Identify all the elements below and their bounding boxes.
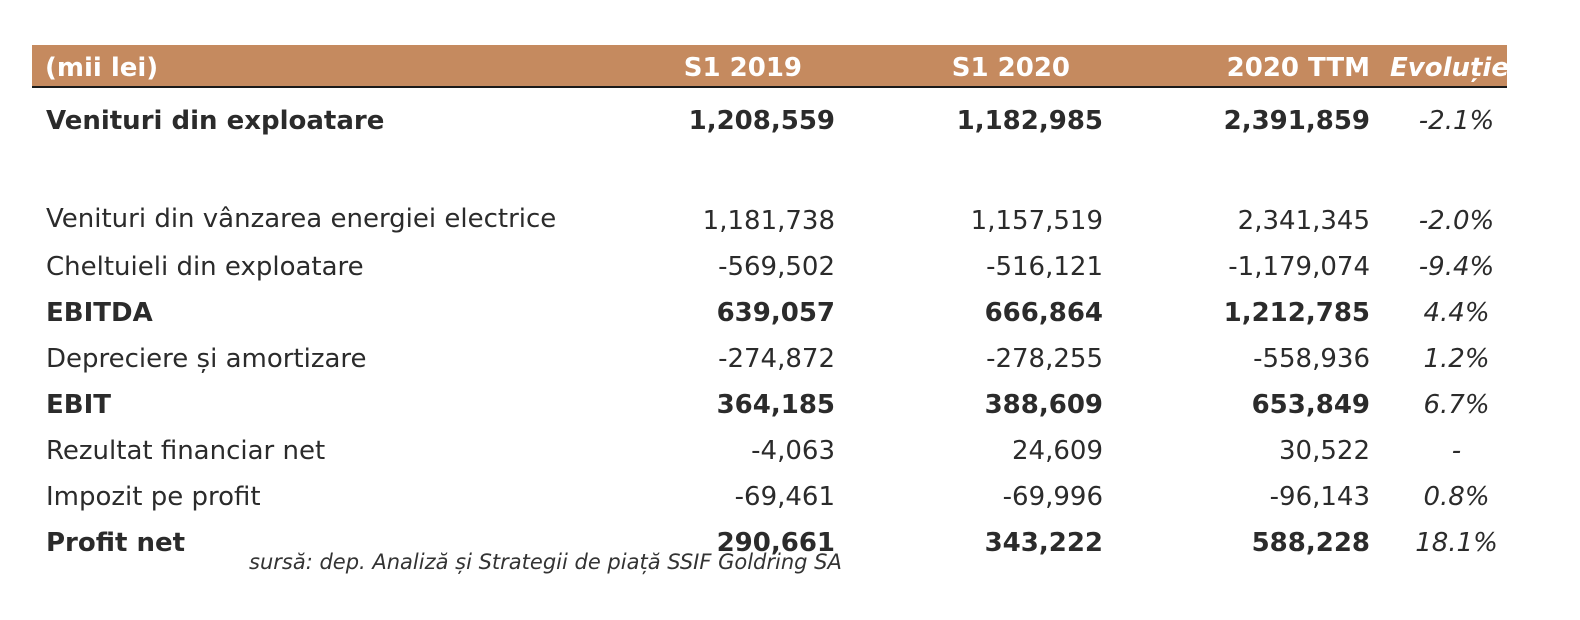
table-row: Depreciere și amortizare -274,872 -278,255… bbox=[32, 332, 1507, 378]
value-evolutie: -2.1% bbox=[1418, 106, 1495, 136]
value-2020-ttm: 2,391,859 bbox=[1223, 106, 1370, 136]
row-label: Venituri din exploatare bbox=[46, 106, 385, 136]
value-s1-2019: -274,872 bbox=[718, 344, 835, 374]
header-2020-ttm: 2020 TTM bbox=[1125, 45, 1390, 88]
header-s1-2020: S1 2020 bbox=[857, 45, 1125, 88]
header-unit-label: (mii lei) bbox=[32, 45, 587, 88]
value-evolutie: 1.2% bbox=[1423, 344, 1490, 374]
value-evolutie: - bbox=[1451, 436, 1462, 466]
header-s1-2019: S1 2019 bbox=[587, 45, 857, 88]
row-label: Rezultat financiar net bbox=[46, 436, 326, 466]
value-evolutie: 4.4% bbox=[1423, 298, 1490, 328]
table-header: (mii lei) S1 2019 S1 2020 2020 TTM Evolu… bbox=[32, 45, 1509, 88]
table-row: Venituri din exploatare 1,208,559 1,182,98… bbox=[32, 87, 1507, 140]
value-2020-ttm: -1,179,074 bbox=[1228, 252, 1370, 282]
value-s1-2019: -69,461 bbox=[734, 482, 835, 512]
value-s1-2020: 388,609 bbox=[984, 390, 1103, 420]
value-evolutie: 6.7% bbox=[1423, 390, 1490, 420]
row-label: Depreciere și amortizare bbox=[46, 344, 367, 374]
value-2020-ttm: 2,341,345 bbox=[1237, 206, 1370, 236]
financial-results-table: (mii lei) S1 2019 S1 2020 2020 TTM Evolu… bbox=[32, 45, 1509, 562]
table-row: EBITDA 639,057 666,864 1,212,785 4.4% bbox=[32, 286, 1507, 332]
table-row: EBIT 364,185 388,609 653,849 6.7% bbox=[32, 378, 1507, 424]
value-s1-2019: 290,661 bbox=[716, 528, 835, 558]
value-s1-2020: 343,222 bbox=[984, 528, 1103, 558]
row-label: Profit net bbox=[46, 528, 186, 558]
value-2020-ttm: 30,522 bbox=[1279, 436, 1370, 466]
value-2020-ttm: 1,212,785 bbox=[1223, 298, 1370, 328]
value-s1-2020: 24,609 bbox=[1012, 436, 1103, 466]
table-row: Rezultat financiar net -4,063 24,609 30,522… bbox=[32, 424, 1507, 470]
value-s1-2019: 1,208,559 bbox=[688, 106, 835, 136]
value-2020-ttm: -96,143 bbox=[1269, 482, 1370, 512]
row-label: EBITDA bbox=[46, 298, 153, 328]
value-2020-ttm: -558,936 bbox=[1253, 344, 1370, 374]
value-s1-2020: -69,996 bbox=[1002, 482, 1103, 512]
value-s1-2019: -4,063 bbox=[751, 436, 835, 466]
table-row: Profit net 290,661 343,222 588,228 18.1% bbox=[32, 516, 1507, 562]
value-s1-2019: 1,181,738 bbox=[702, 206, 835, 236]
row-label: Impozit pe profit bbox=[46, 482, 261, 512]
financial-table-container: (mii lei) S1 2019 S1 2020 2020 TTM Evolu… bbox=[32, 45, 1509, 562]
table-row: Impozit pe profit -69,461 -69,996 -96,143 0.… bbox=[32, 470, 1507, 516]
row-label: Venituri din vânzarea energiei electrice bbox=[46, 204, 557, 234]
value-evolutie: -9.4% bbox=[1418, 252, 1495, 282]
header-row: (mii lei) S1 2019 S1 2020 2020 TTM Evolu… bbox=[32, 45, 1509, 88]
value-s1-2019: 639,057 bbox=[716, 298, 835, 328]
value-s1-2019: -569,502 bbox=[718, 252, 835, 282]
value-s1-2019: 364,185 bbox=[716, 390, 835, 420]
value-s1-2020: 1,182,985 bbox=[956, 106, 1103, 136]
value-evolutie: 18.1% bbox=[1415, 528, 1498, 558]
value-evolutie: 0.8% bbox=[1423, 482, 1490, 512]
row-label: Cheltuieli din exploatare bbox=[46, 252, 364, 282]
row-label: EBIT bbox=[46, 390, 111, 420]
header-evolutie: Evoluție bbox=[1390, 45, 1509, 88]
value-evolutie: -2.0% bbox=[1418, 206, 1495, 236]
value-s1-2020: -278,255 bbox=[986, 344, 1103, 374]
value-s1-2020: 666,864 bbox=[984, 298, 1103, 328]
value-2020-ttm: 653,849 bbox=[1251, 390, 1370, 420]
table-row: Cheltuieli din exploatare -569,502 -516,12… bbox=[32, 240, 1507, 286]
value-s1-2020: 1,157,519 bbox=[970, 206, 1103, 236]
table-row: Venituri din vânzarea energiei electrice… bbox=[32, 140, 1507, 240]
value-s1-2020: -516,121 bbox=[986, 252, 1103, 282]
value-2020-ttm: 588,228 bbox=[1251, 528, 1370, 558]
table-body: Venituri din exploatare 1,208,559 1,182,98… bbox=[32, 87, 1507, 562]
source-note: sursă: dep. Analiză și Strategii de piaț… bbox=[249, 550, 842, 574]
